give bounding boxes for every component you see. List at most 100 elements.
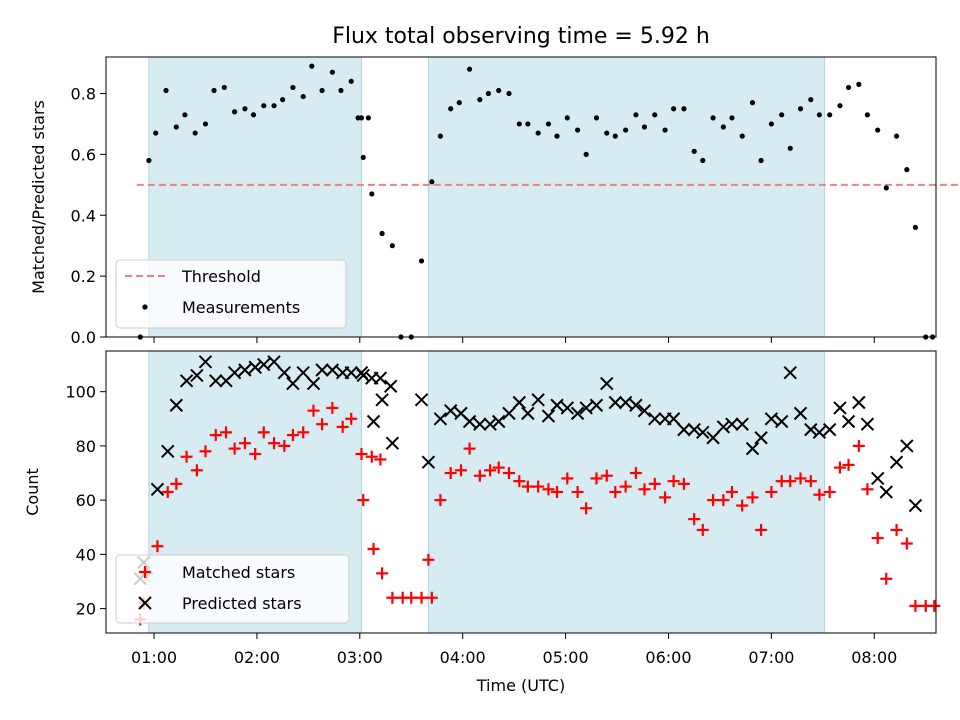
matched-star-point [502, 467, 515, 480]
measurement-point [242, 106, 248, 112]
predicted-star-point [248, 360, 262, 374]
predicted-star-marker-b [373, 371, 388, 385]
matched-star-point [609, 486, 622, 498]
predicted-star-point [209, 374, 223, 388]
matched-legend-swatch [139, 566, 151, 578]
predicted-star-point [531, 393, 545, 407]
matched-star-point [357, 494, 370, 507]
measurement-point [574, 127, 581, 133]
predicted-star-point [512, 395, 526, 410]
predicted-star-marker-b [666, 412, 681, 426]
matched-star-point [374, 453, 387, 466]
matched-star-point [707, 494, 720, 507]
predicted-star-point [198, 355, 213, 369]
bottom-axes-frame [105, 350, 937, 634]
matched-star-point [484, 464, 497, 477]
predicted-star-point [375, 393, 389, 407]
measurement-point [583, 151, 589, 157]
predicted-star-marker-b [531, 393, 545, 407]
predicted-star-point [579, 401, 593, 415]
predicted-star-marker-b [870, 471, 885, 486]
measurement-point [875, 127, 881, 133]
legend-matched-label: Matched stars [182, 563, 295, 582]
predicted-star-point [257, 357, 271, 372]
measurement-point [710, 115, 716, 121]
matched-star-point [928, 599, 941, 612]
predicted-star-marker-b [822, 422, 837, 437]
measurements-legend-swatch [142, 304, 148, 310]
measurement-point [768, 121, 774, 127]
predicted-star-marker-b [454, 406, 468, 421]
matched-star-point [228, 442, 241, 455]
predicted-star-marker-b [696, 425, 710, 440]
measurement-point [641, 124, 648, 130]
predicted-star-marker-b [238, 363, 252, 377]
predicted-star-point [879, 485, 893, 499]
predicted-star-marker-b [637, 403, 652, 418]
matched-star-point [890, 523, 903, 536]
predicted-star-point [150, 482, 165, 496]
matched-star-point [513, 475, 526, 488]
predicted-legend-swatch [138, 596, 152, 610]
predicted-star-point [443, 403, 458, 418]
predicted-star-point [421, 455, 436, 469]
matched-star-point [415, 591, 428, 604]
matched-star-point [696, 523, 709, 536]
predicted-star-marker-b [550, 398, 564, 412]
predicted-star-marker-b [608, 395, 623, 410]
measurement-point [816, 112, 822, 118]
predicted-star-marker-b [745, 441, 760, 456]
measurement-point [300, 93, 306, 100]
measurement-point [261, 103, 267, 109]
predicted-star-marker-b [900, 439, 914, 453]
matched-star-point [473, 469, 486, 482]
top-y-axis-label: Matched/Predicted stars [29, 100, 48, 294]
predicted-star-point [804, 422, 818, 437]
matched-star-point [434, 494, 447, 507]
matched-star-point [422, 553, 435, 566]
predicted-star-point [908, 498, 923, 513]
predicted-star-point [696, 425, 710, 440]
measurement-point [883, 185, 889, 191]
matched-star-point [199, 445, 212, 458]
matched-star-point [590, 472, 603, 485]
measurement-point [221, 84, 227, 91]
measurement-point [146, 157, 152, 164]
matched-star-point [454, 464, 467, 477]
chart-title: Flux total observing time = 5.92 h [332, 24, 710, 49]
top-shaded-interval [427, 56, 826, 338]
measurement-point [355, 115, 361, 121]
legend-measurements-label: Measurements [182, 298, 300, 317]
matched-star-point [190, 464, 203, 477]
measurement-point [437, 133, 444, 139]
bottom-y-tick-label: 100 [65, 383, 96, 402]
predicted-star-point [764, 412, 779, 426]
predicted-star-point [502, 406, 516, 421]
measurement-point [787, 145, 793, 151]
predicted-star-marker-b [589, 398, 604, 412]
predicted-star-point [462, 414, 477, 429]
measurement-point [593, 115, 600, 121]
measurement-point [448, 106, 454, 112]
predicted-star-point [433, 412, 448, 426]
matched-star-point [784, 475, 797, 488]
measurement-point [360, 154, 366, 161]
predicted-star-marker-b [852, 395, 866, 410]
matched-star-point [425, 591, 438, 604]
predicted-star-marker-b [267, 355, 281, 369]
measurement-point [845, 84, 852, 91]
predicted-star-point [570, 406, 585, 421]
measurement-point [612, 133, 618, 139]
predicted-star-marker-b [462, 414, 477, 429]
top-axes-frame [105, 56, 937, 338]
measurement-point [348, 78, 354, 84]
matched-star-point [667, 475, 680, 488]
predicted-star-point [812, 425, 827, 440]
measurement-point [429, 179, 435, 185]
x-tick-label: 07:00 [748, 648, 794, 667]
matched-star-point [249, 448, 262, 461]
measurement-point [749, 100, 756, 106]
predicted-star-point [754, 431, 768, 445]
top-y-tick-label: 0.4 [71, 206, 96, 225]
measurement-point [477, 97, 483, 103]
